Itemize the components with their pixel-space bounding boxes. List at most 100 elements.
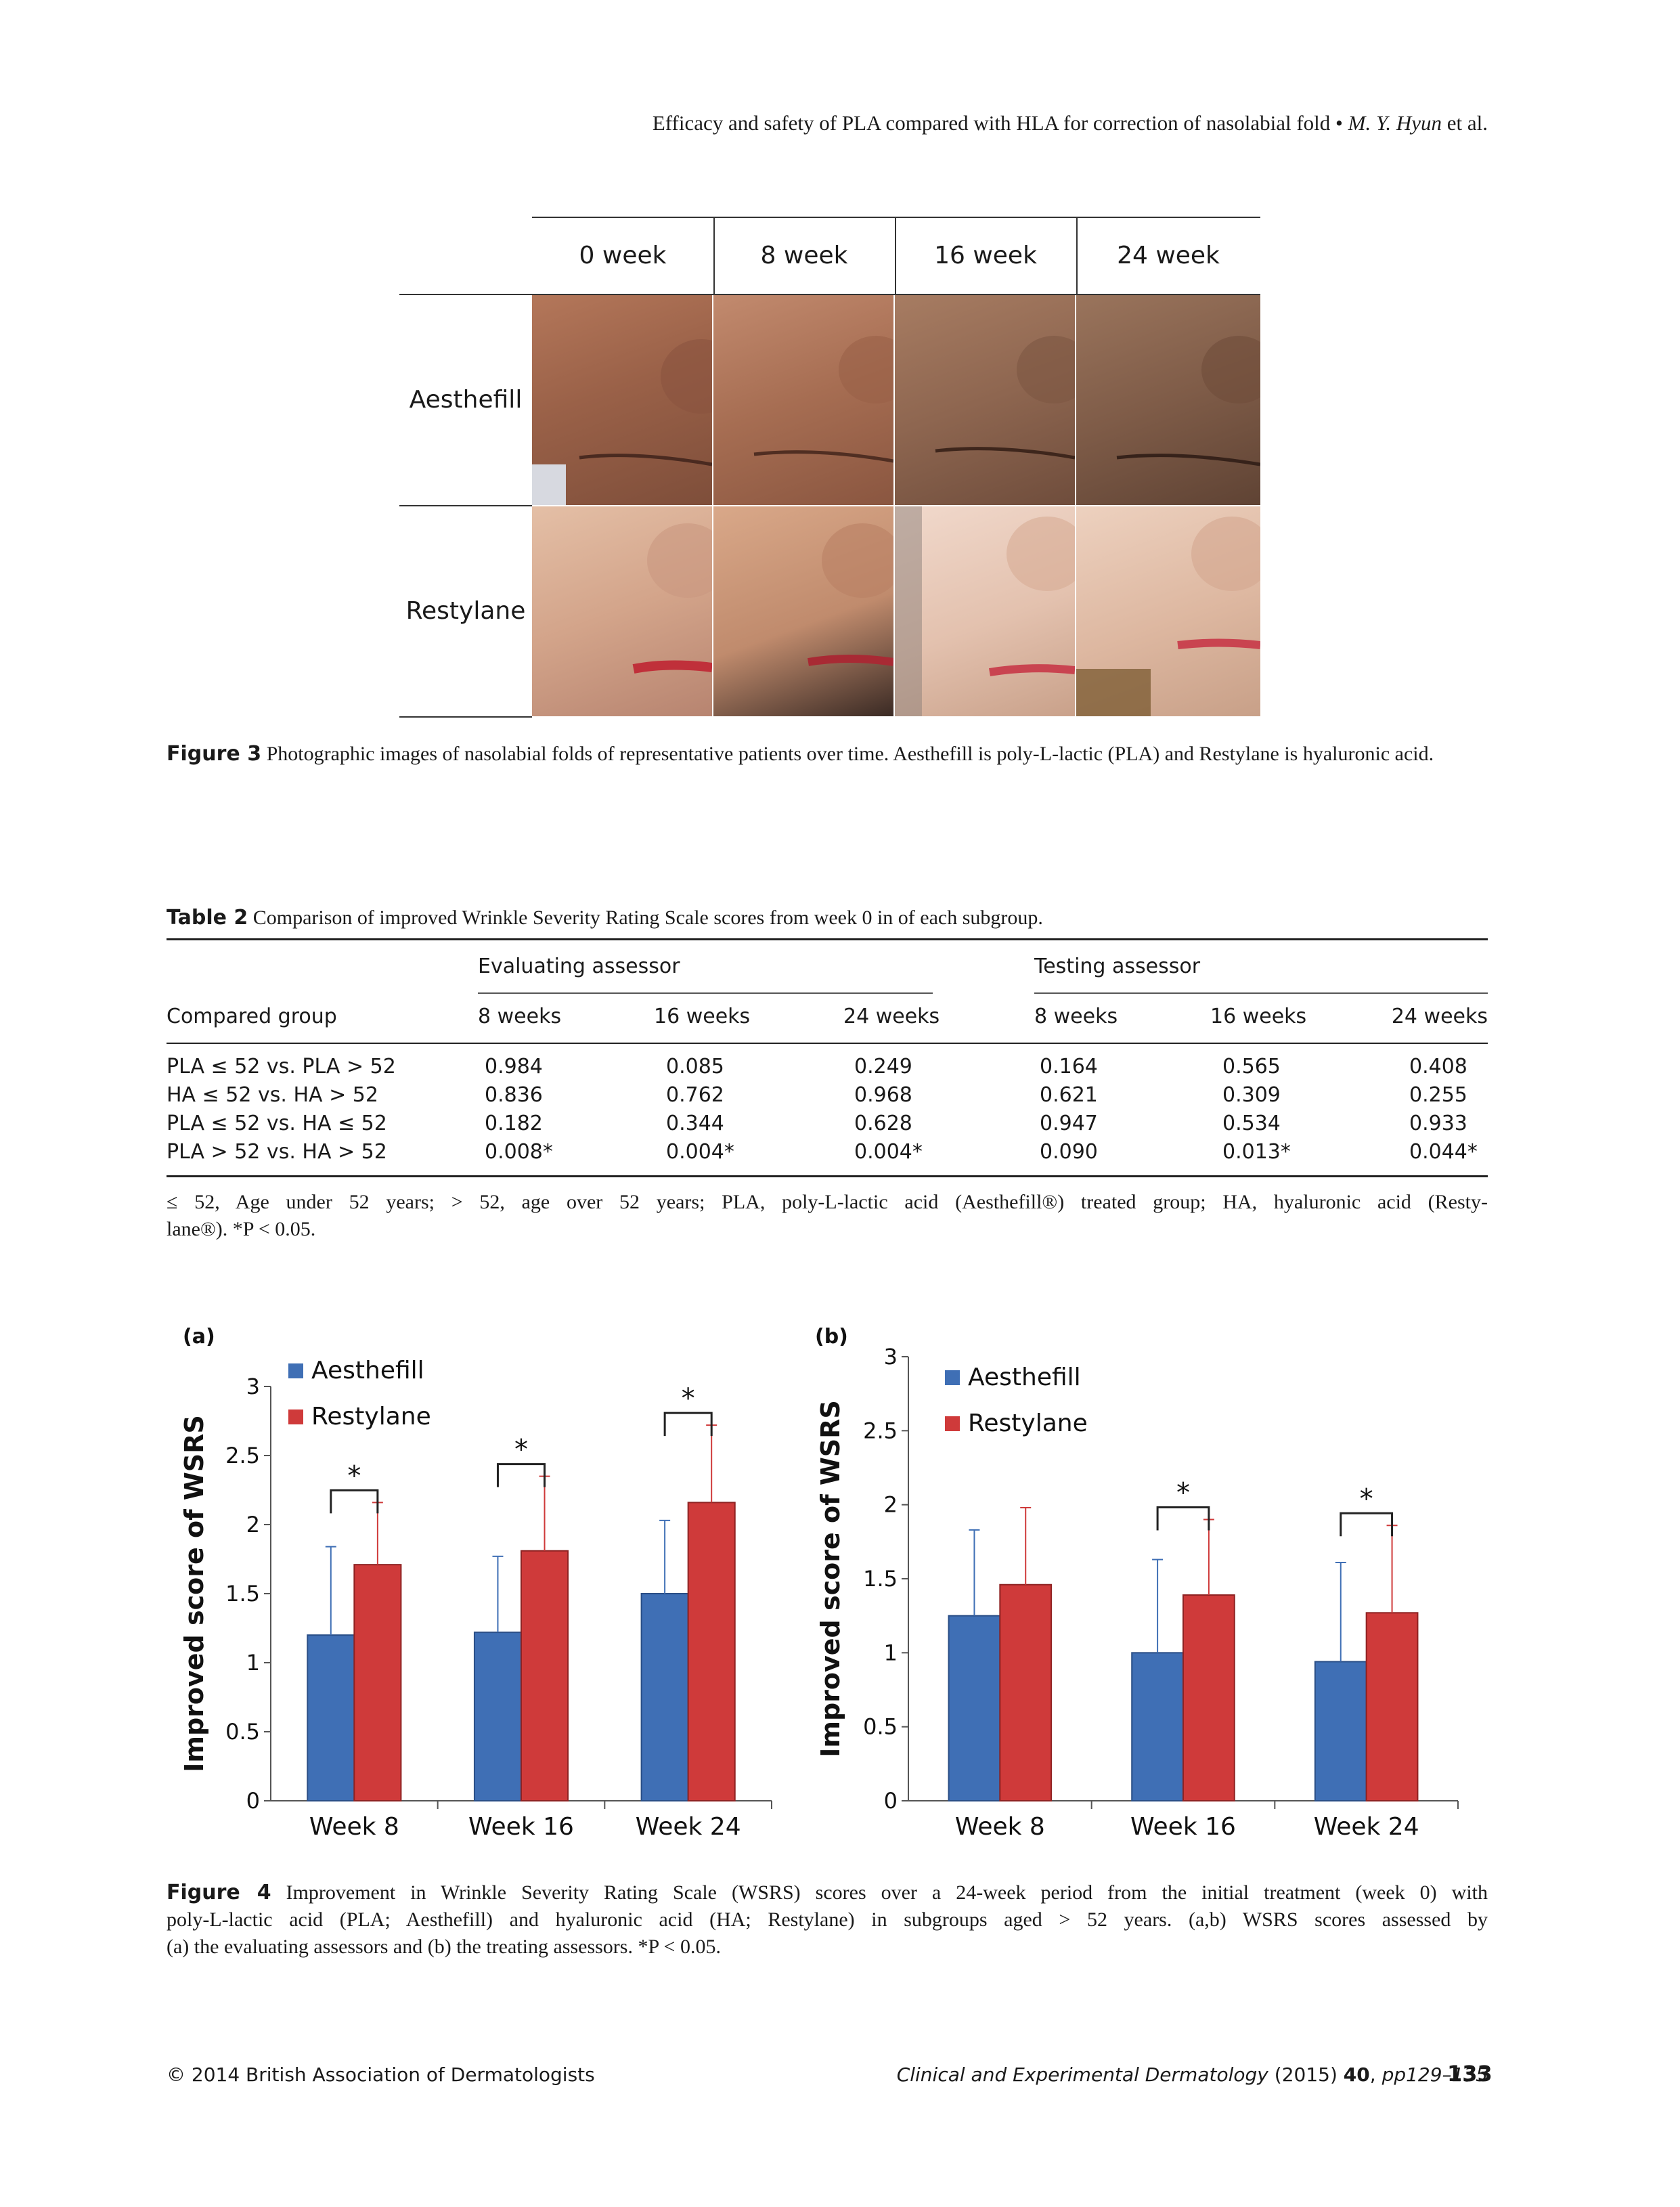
photo-restylane-0-week — [532, 506, 712, 716]
footer-year: (2015) — [1274, 2063, 1338, 2086]
figure-3-caption-text: Photographic images of nasolabial folds … — [266, 743, 1434, 765]
table-row-label: PLA ≤ 52 vs. PLA > 52 — [167, 1055, 396, 1078]
significance-marker: * — [514, 1435, 528, 1466]
table-cell: 0.344 — [666, 1112, 724, 1135]
column-header-test-24-weeks: 24 weeks — [1391, 1005, 1488, 1028]
table-cell: 0.008* — [485, 1140, 553, 1164]
photo-restylane-16-week — [895, 506, 1075, 716]
bar-restylane — [521, 1550, 569, 1801]
figure-4-caption: Figure 4 Improvement in Wrinkle Severity… — [167, 1879, 1488, 1961]
legend-label-restylane: Restylane — [311, 1403, 431, 1430]
table-2-caption-label: Table 2 — [167, 906, 248, 930]
y-tick-label: 1.5 — [863, 1566, 898, 1592]
table-cell: 0.044* — [1409, 1140, 1478, 1164]
table-cell: 0.968 — [854, 1083, 912, 1107]
table-cell: 0.628 — [854, 1112, 912, 1135]
panel-label: (b) — [815, 1325, 848, 1349]
photo-aesthefill-16-week — [895, 295, 1075, 505]
figure-4-caption-line-2: poly-L-lactic acid (PLA; Aesthefill) and… — [167, 1908, 1488, 1931]
table-cell: 0.408 — [1409, 1055, 1467, 1078]
bar-restylane — [1365, 1612, 1419, 1801]
bar-aesthefill — [640, 1593, 689, 1801]
y-tick-label: 1.5 — [225, 1581, 260, 1607]
x-tick-label: Week 8 — [955, 1813, 1045, 1841]
table-cell: 0.013* — [1222, 1140, 1291, 1164]
y-tick-label: 0.5 — [225, 1719, 260, 1745]
figure-4-caption-line-3: (a) the evaluating assessors and (b) the… — [167, 1936, 721, 1958]
running-header-authors: M. Y. Hyun — [1348, 111, 1442, 135]
column-header-test-8-weeks: 8 weeks — [1034, 1005, 1118, 1028]
significance-marker: * — [1360, 1483, 1373, 1514]
bar-restylane — [1182, 1594, 1235, 1801]
legend-swatch-restylane — [945, 1416, 960, 1431]
table-2-footnote-line-2: lane®). *P < 0.05. — [167, 1218, 316, 1240]
running-header-title: Efficacy and safety of PLA compared with… — [652, 111, 1331, 135]
table-2-caption-text: Comparison of improved Wrinkle Severity … — [252, 906, 1043, 929]
significance-bracket — [663, 1412, 713, 1437]
table-cell: 0.004* — [666, 1140, 734, 1164]
significance-bracket — [496, 1463, 546, 1487]
legend-label-aesthefill: Aesthefill — [968, 1363, 1081, 1391]
photo-aesthefill-24-week — [1076, 295, 1260, 505]
legend-swatch-restylane — [288, 1410, 303, 1424]
table-cell: 0.762 — [666, 1083, 724, 1107]
panel-label: (a) — [183, 1325, 215, 1349]
bar-aesthefill — [307, 1634, 355, 1802]
x-tick-label: Week 24 — [1314, 1813, 1419, 1841]
significance-bracket — [330, 1489, 379, 1514]
figure-3-caption: Figure 3 Photographic images of nasolabi… — [167, 741, 1488, 768]
figure-4-caption-line-1: Improvement in Wrinkle Severity Rating S… — [286, 1881, 1488, 1904]
legend-label-restylane: Restylane — [968, 1410, 1088, 1437]
table-cell: 0.090 — [1040, 1140, 1098, 1164]
table-cell: 0.933 — [1409, 1112, 1467, 1135]
x-tick-label: Week 16 — [1130, 1813, 1236, 1841]
column-header-test-16-weeks: 16 weeks — [1210, 1005, 1307, 1028]
y-tick-label: 0.5 — [863, 1714, 898, 1740]
group-header-evaluating: Evaluating assessor — [478, 955, 680, 978]
figure-3: 0 week 8 week 16 week 24 week Aesthefill… — [399, 217, 1260, 718]
significance-bracket — [1340, 1512, 1394, 1537]
legend-label-aesthefill: Aesthefill — [311, 1357, 424, 1384]
photo-restylane-8-week — [713, 506, 893, 716]
y-tick-label: 2.5 — [225, 1443, 260, 1468]
y-tick-label: 2 — [246, 1512, 260, 1537]
table-cell: 0.621 — [1040, 1083, 1098, 1107]
row-label-restylane: Restylane — [405, 597, 526, 625]
footer-journal: Clinical and Experimental Dermatology — [896, 2063, 1268, 2086]
bar-aesthefill — [1314, 1661, 1367, 1801]
footer-journal-citation: Clinical and Experimental Dermatology (2… — [896, 2063, 1488, 2086]
bar-aesthefill — [473, 1632, 522, 1801]
table-cell: 0.249 — [854, 1055, 912, 1078]
footer-copyright: © 2014 British Association of Dermatolog… — [167, 2063, 595, 2086]
table-2-footnote-line-1: ≤ 52, Age under 52 years; > 52, age over… — [167, 1191, 1488, 1213]
x-tick-label: Week 24 — [636, 1813, 741, 1841]
significance-marker: * — [682, 1383, 695, 1414]
column-header-eval-8-weeks: 8 weeks — [478, 1005, 562, 1028]
running-header-bullet: • — [1335, 111, 1343, 135]
figure-4-caption-label: Figure 4 — [167, 1881, 271, 1904]
footer-volume: 40 — [1343, 2063, 1370, 2086]
table-2-caption: Table 2 Comparison of improved Wrinkle S… — [167, 904, 1488, 932]
photo-restylane-24-week — [1076, 506, 1260, 716]
bar-restylane — [353, 1564, 402, 1801]
significance-marker: * — [347, 1460, 361, 1491]
footer-pages: pp129–135 — [1381, 2063, 1488, 2086]
column-header-eval-16-weeks: 16 weeks — [654, 1005, 751, 1028]
bar-restylane — [999, 1583, 1053, 1801]
column-header-0-week: 0 week — [579, 242, 667, 269]
y-tick-label: 2.5 — [863, 1418, 898, 1443]
x-tick-label: Week 8 — [309, 1813, 399, 1841]
legend-swatch-aesthefill — [945, 1370, 960, 1385]
significance-marker: * — [1176, 1478, 1190, 1509]
column-header-16-week: 16 week — [934, 242, 1037, 269]
table-row-label: PLA > 52 vs. HA > 52 — [167, 1140, 387, 1164]
chart-a: (a) Improved score of WSRS 0 0.5 1 1.5 2 2.5 3 We… — [179, 1325, 772, 1841]
bar-aesthefill — [1131, 1652, 1185, 1802]
column-header-24-week: 24 week — [1117, 242, 1220, 269]
y-tick-label: 1 — [246, 1650, 260, 1676]
y-tick-label: 3 — [246, 1374, 260, 1399]
y-tick-label: 0 — [246, 1788, 260, 1814]
footer-page-number: 133 — [1447, 2061, 1493, 2086]
table-cell: 0.534 — [1222, 1112, 1281, 1135]
row-label-aesthefill: Aesthefill — [409, 386, 523, 414]
